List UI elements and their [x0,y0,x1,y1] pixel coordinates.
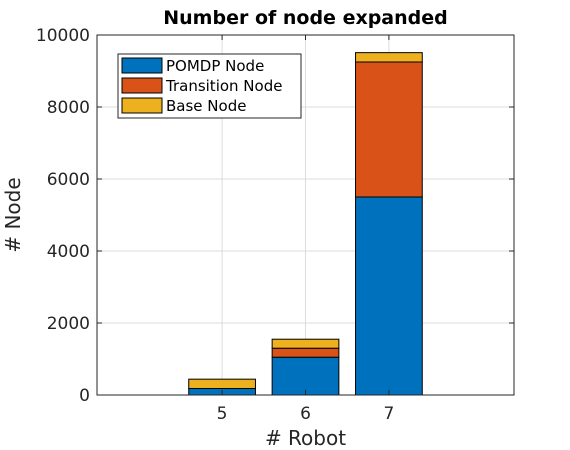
bar-segment [355,52,423,63]
chart-title: Number of node expanded [163,7,448,29]
y-tick-label: 2000 [47,314,90,334]
bar-segment [188,378,256,390]
x-tick-label: 7 [383,404,394,424]
bar-segment [355,196,423,396]
legend-label: Base Node [166,97,246,115]
x-tick-label: 6 [300,404,311,424]
bar-segment [271,347,340,358]
legend-label: POMDP Node [166,57,264,75]
y-tick-label: 4000 [47,242,90,262]
legend: POMDP Node Transition Node Base Node [117,53,302,119]
y-tick-label: 6000 [47,170,90,190]
y-tick-label: 10000 [36,26,90,46]
axis-ticks: 0 2000 4000 6000 8000 10000 5 6 7 [36,26,514,424]
x-tick-label: 5 [217,404,228,424]
legend-swatch [121,97,163,114]
x-axis-label: # Robot [265,426,346,450]
y-tick-label: 8000 [47,98,90,118]
legend-label: Transition Node [165,77,282,95]
bar-segment [271,356,340,396]
bar-segment [271,338,340,349]
bar-segment [355,61,423,198]
bars [188,52,423,396]
y-axis-label: # Node [1,177,25,252]
legend-swatch [121,77,163,94]
legend-swatch [121,57,163,74]
y-tick-label: 0 [79,386,90,406]
